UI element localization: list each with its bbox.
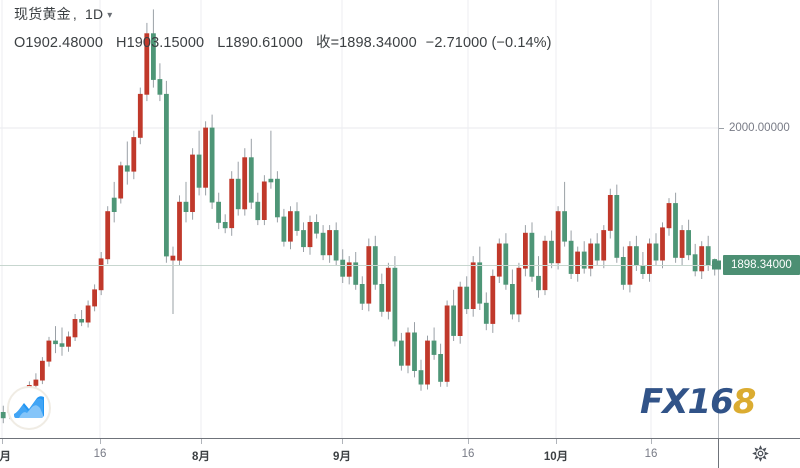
price-axis-label: 2000.00000 — [719, 122, 790, 135]
time-axis-tick — [468, 439, 469, 444]
chevron-down-icon[interactable]: ▾ — [107, 9, 113, 21]
time-axis-tick — [651, 439, 652, 444]
brand-prefix: FX16 — [640, 382, 734, 422]
current-price-marker — [712, 260, 721, 270]
interval-label[interactable]: 1D — [85, 6, 104, 22]
time-axis-label: 7月 — [0, 451, 11, 463]
chart-gridlines — [0, 0, 718, 438]
plot-area[interactable] — [0, 0, 718, 438]
tradingview-cloud-icon — [7, 386, 51, 430]
time-axis-label: 16 — [644, 448, 658, 460]
axis-separator — [718, 438, 719, 468]
chart-legend: 现货黄金, 1D ▾ O1902.48000 H1903.15000 L1890.6… — [14, 4, 552, 52]
brand-suffix: 8 — [732, 382, 757, 422]
time-axis-tick — [342, 439, 343, 444]
time-axis-label: 16 — [461, 448, 475, 460]
price-axis[interactable]: 2000.00000 1898.34000 — [718, 0, 800, 438]
candlestick-series — [0, 9, 718, 424]
time-axis-label: 16 — [93, 448, 107, 460]
time-axis-tick — [100, 439, 101, 444]
low-value: L1890.61000 — [217, 35, 303, 51]
title-separator: , — [72, 6, 77, 22]
gear-icon[interactable] — [752, 445, 769, 462]
change-value: −2.71000 (−0.14%) — [425, 35, 552, 51]
close-value: 收=1898.34000 — [315, 35, 417, 51]
current-price-badge[interactable]: 1898.34000 — [723, 255, 800, 276]
current-price-line — [0, 265, 718, 267]
time-axis-tick — [2, 439, 3, 444]
ohlc-values: O1902.48000 H1903.15000 L1890.61000 收=1898.… — [14, 31, 552, 52]
symbol-name: 现货黄金 — [14, 6, 71, 22]
time-axis-label: 8月 — [192, 451, 210, 463]
high-value: H1903.15000 — [116, 35, 205, 51]
open-value: O1902.48000 — [14, 35, 103, 51]
symbol-title-row[interactable]: 现货黄金, 1D ▾ — [14, 4, 552, 24]
fx168-watermark: FX168 — [640, 382, 757, 422]
time-axis-label: 9月 — [333, 451, 351, 463]
time-axis-tick — [201, 439, 202, 444]
time-axis[interactable]: 7月 16 8月 9月 16 10月 16 — [0, 438, 800, 468]
time-axis-tick — [556, 439, 557, 444]
time-axis-label: 10月 — [543, 451, 569, 463]
